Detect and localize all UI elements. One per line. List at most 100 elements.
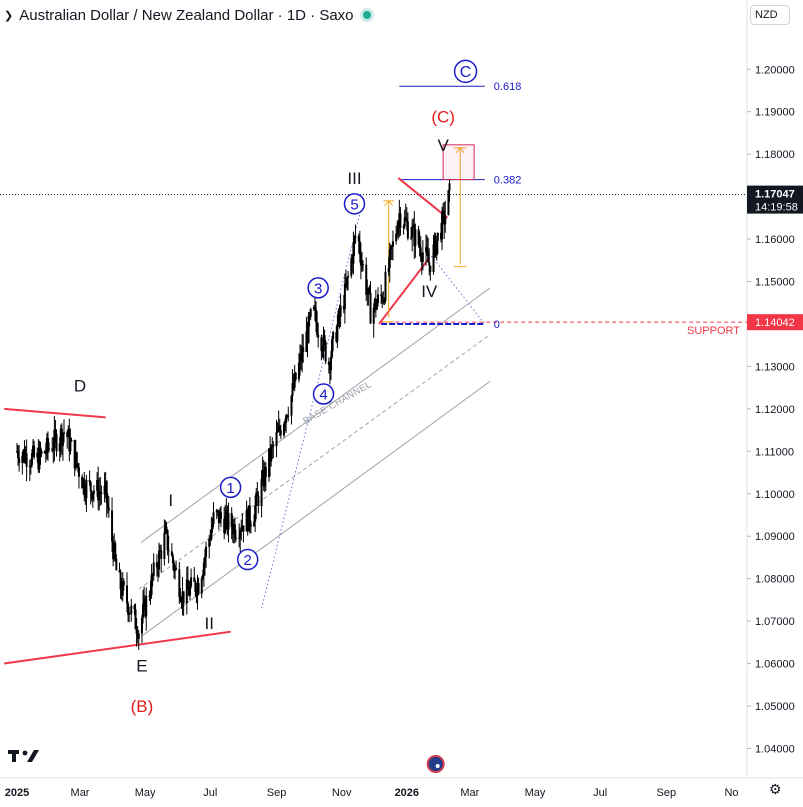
wave-label: I xyxy=(168,491,173,510)
candle-body xyxy=(294,372,297,380)
candle-body xyxy=(257,496,260,507)
market-status-icon xyxy=(362,11,371,19)
candle-body xyxy=(215,510,218,513)
candle-body xyxy=(396,233,399,235)
candle-body xyxy=(331,339,334,357)
candle-body xyxy=(89,481,92,492)
price-tick-label: 1.12000 xyxy=(755,404,795,416)
candle-body xyxy=(384,271,387,301)
candle-body xyxy=(100,492,103,495)
candle-body xyxy=(403,217,406,227)
price-tick-label: 1.09000 xyxy=(755,531,795,543)
candle-body xyxy=(77,467,80,477)
candle-body xyxy=(85,480,88,499)
price-tick-label: 1.20000 xyxy=(755,64,795,76)
trendline-iv-resistance xyxy=(397,177,449,219)
price-tick-label: 1.11000 xyxy=(755,446,794,458)
candle-body xyxy=(276,430,279,433)
candle-body xyxy=(83,479,86,496)
candle-body xyxy=(284,422,287,424)
candle-body xyxy=(343,283,346,310)
candle-body xyxy=(231,527,234,535)
candle-body xyxy=(428,262,431,266)
candle-body xyxy=(33,445,36,458)
candle-body xyxy=(205,546,208,557)
candle-body xyxy=(185,579,188,604)
candle-body xyxy=(24,453,27,462)
candle-body xyxy=(98,491,101,501)
candle-body xyxy=(209,538,212,540)
wave-label: E xyxy=(136,657,147,676)
candle-body xyxy=(270,447,273,462)
wave-label-1: 1 xyxy=(226,480,234,497)
wave-label-4: 4 xyxy=(319,386,327,403)
candle-body xyxy=(230,512,233,528)
candle-body xyxy=(439,232,442,240)
candle-body xyxy=(404,217,407,220)
wave-label: V xyxy=(437,136,449,155)
wave-circle-C xyxy=(453,59,478,84)
candle-body xyxy=(283,423,285,436)
candle-body xyxy=(286,415,289,417)
candle-body xyxy=(196,582,199,596)
candle-body xyxy=(126,585,129,604)
candle-body xyxy=(69,441,72,452)
candle-body xyxy=(306,331,309,343)
symbol-title[interactable]: Australian Dollar / New Zealand Dollar ·… xyxy=(19,6,354,24)
wave-label-3: 3 xyxy=(314,280,322,297)
candle-body xyxy=(411,226,414,238)
candle-body xyxy=(328,364,331,371)
candle-body xyxy=(447,190,450,216)
candle-body xyxy=(279,430,282,436)
candle-body xyxy=(189,586,192,596)
candle-body xyxy=(350,258,353,277)
price-tick-label: 1.16000 xyxy=(755,234,795,246)
time-tick-label: Sep xyxy=(657,787,677,799)
candle-body xyxy=(241,525,244,531)
candle-body xyxy=(92,490,95,494)
candle-body xyxy=(362,264,365,266)
candle-body xyxy=(312,306,315,310)
time-tick-label: 2026 xyxy=(395,787,419,799)
candle-body xyxy=(322,334,325,352)
candle-body xyxy=(297,362,300,380)
settings-gear-icon[interactable]: ⚙ xyxy=(769,781,782,797)
candle-body xyxy=(245,510,248,532)
candle-body xyxy=(18,458,21,463)
candle-body xyxy=(427,252,430,263)
candle-body xyxy=(254,505,257,522)
candle-body xyxy=(299,354,302,363)
candle-body xyxy=(391,241,394,247)
candle-body xyxy=(339,305,342,317)
candle-body xyxy=(395,233,398,242)
candle-body xyxy=(278,425,281,431)
candle-body xyxy=(238,537,241,539)
candle-body xyxy=(329,356,332,371)
candle-body xyxy=(255,492,258,506)
wave-label: IV xyxy=(421,282,438,301)
candle-body xyxy=(365,264,368,295)
candle-body xyxy=(320,337,323,352)
candle-body xyxy=(425,247,428,253)
collapse-chevron-icon[interactable]: ❯ xyxy=(4,9,14,22)
candle-body xyxy=(246,510,249,532)
candle-body xyxy=(261,469,264,479)
candle-body xyxy=(253,521,256,527)
candle-body xyxy=(226,510,229,530)
tradingview-logo-icon[interactable] xyxy=(8,748,40,769)
candle-body xyxy=(268,448,271,478)
candle-body xyxy=(290,395,293,416)
candle-body xyxy=(82,479,85,489)
time-tick-label: Jul xyxy=(203,787,217,799)
candle-body xyxy=(388,249,391,268)
candle-body xyxy=(23,449,26,462)
event-flag-star xyxy=(435,764,440,768)
candle-body xyxy=(159,550,162,552)
currency-selector[interactable]: NZD xyxy=(750,5,790,25)
candle-body xyxy=(347,276,350,278)
candle-body xyxy=(59,428,62,444)
candle-body xyxy=(352,243,355,264)
candle-body xyxy=(178,569,181,598)
